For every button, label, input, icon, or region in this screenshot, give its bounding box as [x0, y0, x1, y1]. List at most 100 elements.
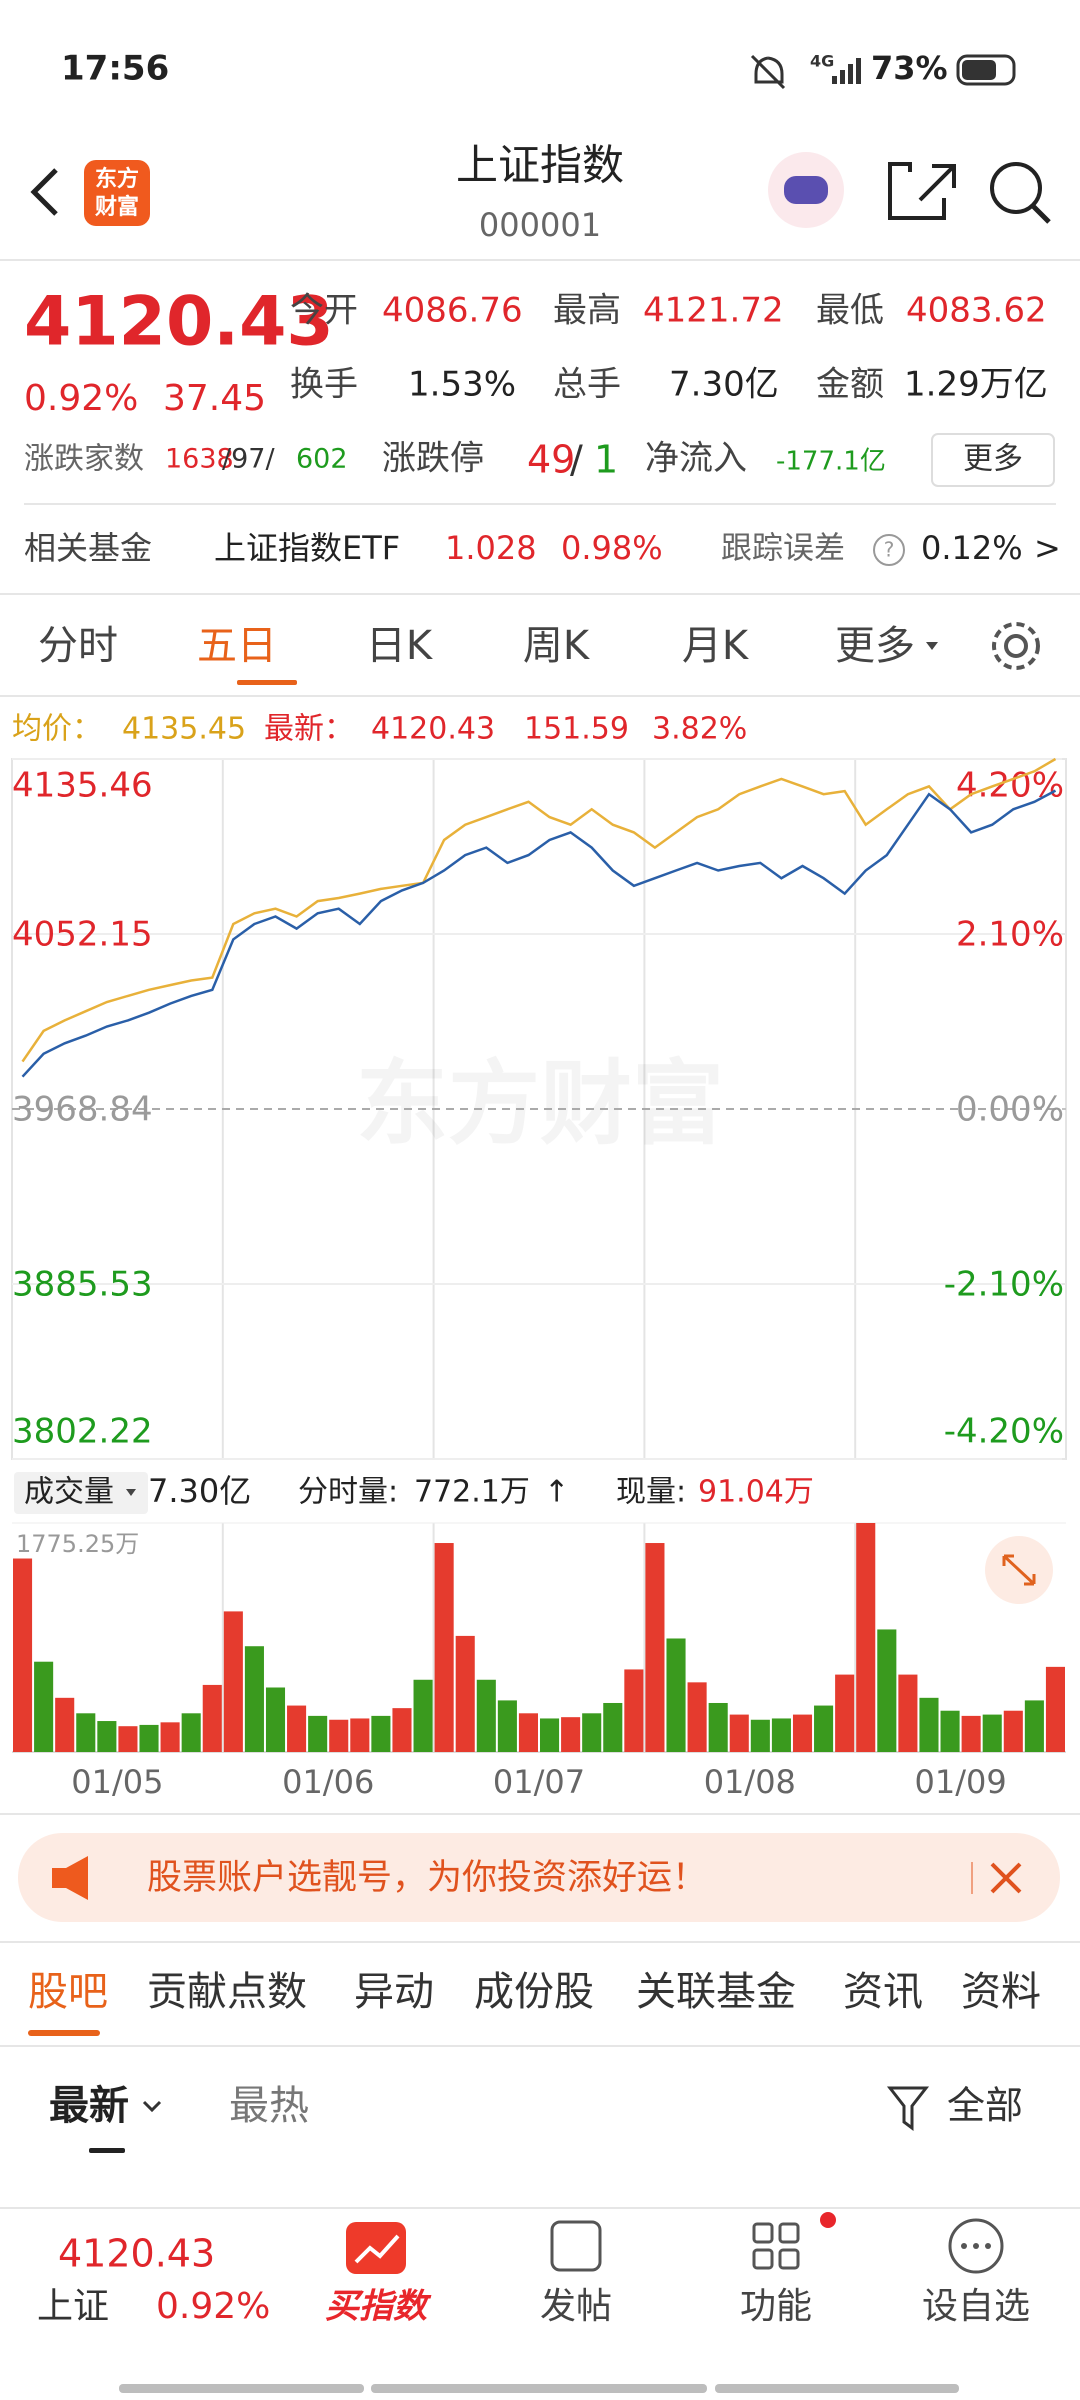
fund-label: 相关基金 — [24, 529, 152, 567]
volume-bar — [582, 1713, 602, 1752]
change-pct: 0.92% — [24, 378, 138, 419]
y-tick-label: 3802.22 — [12, 1412, 153, 1452]
y2-tick-label: 0.00% — [956, 1090, 1064, 1130]
volume-label[interactable]: 成交量 — [24, 1475, 114, 1510]
bottom-name: 上证 — [37, 2286, 109, 2327]
dividers — [0, 259, 1080, 2209]
filter-icon[interactable] — [886, 2086, 930, 2131]
volume-bar — [961, 1715, 981, 1752]
volume-bar — [34, 1661, 54, 1752]
volume-bar — [434, 1543, 454, 1752]
logo-text: 财富 — [95, 194, 139, 220]
stat-value: 4083.62 — [906, 291, 1047, 331]
sort-option[interactable]: 最热 — [229, 2083, 309, 2129]
x-tick-label: 01/05 — [71, 1763, 163, 1801]
volume-bar — [181, 1713, 201, 1752]
bottom-price: 4120.43 — [58, 2232, 215, 2276]
bottom-action[interactable]: 设自选 — [922, 2286, 1030, 2327]
sort-option[interactable]: 最新 — [49, 2083, 129, 2129]
volume-bar — [982, 1714, 1002, 1752]
share-button[interactable] — [888, 162, 956, 220]
legend-name: 均价： — [12, 712, 102, 747]
volume-bar — [729, 1714, 749, 1752]
clock: 17:56 — [61, 49, 169, 89]
expand-icon — [1002, 1554, 1036, 1586]
bottom-action[interactable]: 发帖 — [540, 2286, 612, 2327]
watchlist-icon[interactable] — [948, 2218, 1004, 2274]
content-tab[interactable]: 关联基金 — [636, 1969, 796, 2015]
volume-bar — [223, 1611, 243, 1752]
search-handle — [1031, 204, 1051, 224]
period-volume-label: 分时量: — [298, 1475, 398, 1510]
battery: 73% — [871, 49, 948, 87]
limit-value: / — [570, 438, 583, 482]
chart-tab[interactable]: 分时 — [38, 623, 118, 669]
stat-label: 最高 — [553, 291, 621, 331]
y-tick-label: 4052.15 — [12, 915, 153, 955]
content-tab[interactable]: 股吧 — [28, 1969, 108, 2015]
help-icon[interactable] — [873, 534, 905, 566]
y2-tick-label: 4.20% — [956, 766, 1064, 806]
filter-label[interactable]: 全部 — [947, 2084, 1023, 2128]
signal-icon — [832, 58, 861, 84]
more-button[interactable] — [931, 433, 1055, 487]
volume-selector[interactable] — [14, 1472, 148, 1514]
content-tab[interactable]: 资讯 — [843, 1969, 923, 2015]
breadth-value: /97/ — [222, 444, 275, 475]
buy-icon-chart — [354, 2234, 400, 2264]
banner[interactable] — [18, 1833, 1060, 1922]
y2-tick-label: -4.20% — [944, 1412, 1064, 1452]
fund-name[interactable]: 上证指数ETF — [214, 529, 400, 567]
volume-bar — [76, 1713, 96, 1752]
volume-bar — [666, 1638, 686, 1752]
post-icon[interactable] — [550, 2220, 602, 2272]
volume-bar — [97, 1721, 117, 1752]
buy-label[interactable]: 买指数 — [325, 2287, 432, 2327]
buy-icon[interactable] — [346, 2222, 406, 2274]
content-tab[interactable]: 贡献点数 — [147, 1969, 307, 2015]
stat-label: 总手 — [553, 365, 621, 405]
tab-underline — [28, 2030, 100, 2036]
volume-bar — [287, 1705, 307, 1752]
volume-bar — [160, 1722, 180, 1752]
function-icon[interactable] — [752, 2222, 800, 2270]
stat-label: 最低 — [816, 291, 884, 331]
y2-tick-label: 2.10% — [956, 915, 1064, 955]
chart-tab[interactable]: 日K — [366, 623, 434, 669]
current-volume-label: 现量: — [616, 1475, 686, 1510]
content-tab[interactable]: 成份股 — [474, 1969, 594, 2015]
content-tab[interactable]: 异动 — [354, 1969, 434, 2015]
banner-close[interactable] — [990, 1862, 1022, 1894]
chart-tab[interactable]: 更多 — [835, 623, 915, 669]
tracking-error: 0.12% — [921, 529, 1023, 567]
chart-tab[interactable]: 周K — [523, 623, 591, 669]
banner-text[interactable]: 股票账户选靓号，为你投资添好运！ — [147, 1858, 707, 1898]
chart-tab[interactable]: 五日 — [197, 623, 277, 669]
chart-tab[interactable]: 月K — [682, 623, 750, 669]
stat-value: 7.30亿 — [669, 365, 779, 405]
more-button-label[interactable]: 更多 — [963, 442, 1023, 477]
volume-bar — [877, 1629, 897, 1752]
settings-button[interactable] — [992, 622, 1040, 670]
page-title: 上证指数 — [456, 141, 624, 190]
legend-value: 4120.43 — [371, 712, 495, 747]
logo — [84, 160, 150, 226]
x-tick-label: 01/06 — [282, 1763, 374, 1801]
battery-icon — [956, 54, 1016, 86]
avatar-robot — [784, 176, 828, 204]
stat-label: 今开 — [290, 291, 358, 331]
bottom-action[interactable]: 功能 — [740, 2286, 812, 2327]
volume-bar — [561, 1717, 581, 1752]
volume-bar — [792, 1714, 813, 1752]
logo-text: 东方 — [95, 166, 139, 192]
network: 4G — [810, 52, 834, 71]
tab-underline — [237, 680, 297, 685]
search-button[interactable] — [990, 162, 1042, 214]
back-button[interactable] — [30, 168, 58, 216]
volume-tick-label: 1775.25万 — [16, 1530, 139, 1558]
volume-bar — [139, 1724, 159, 1752]
content-tab[interactable]: 资料 — [961, 1969, 1041, 2015]
notification-dot — [820, 2212, 836, 2228]
